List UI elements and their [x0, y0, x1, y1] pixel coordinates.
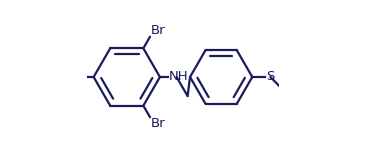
Text: S: S — [266, 71, 274, 83]
Text: Br: Br — [151, 24, 165, 37]
Text: NH: NH — [169, 71, 188, 83]
Text: Br: Br — [151, 117, 165, 130]
